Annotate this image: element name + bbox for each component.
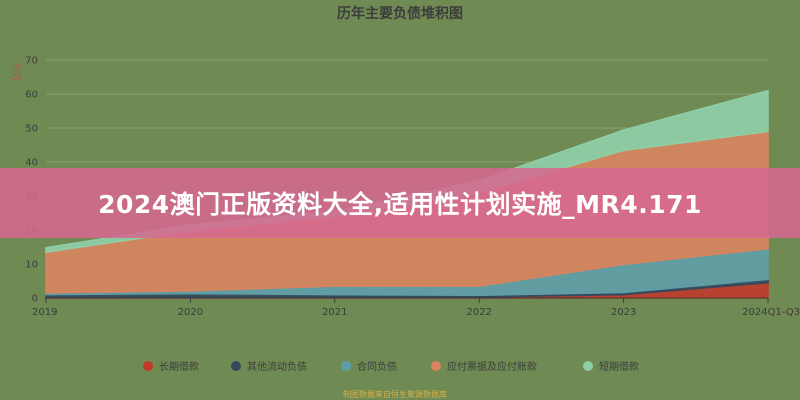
footer-note: 制图数据来自恒生聚源数据库 bbox=[343, 389, 447, 399]
y-tick-label: 50 bbox=[25, 124, 38, 135]
y-tick-label: 0 bbox=[32, 294, 38, 305]
y-tick-label: 70 bbox=[25, 56, 38, 67]
legend-item-1[interactable]: 其他流动负债 bbox=[231, 360, 307, 373]
y-tick-label: 40 bbox=[25, 158, 38, 169]
axes: 010203040506070201920202021202220232024Q… bbox=[25, 56, 800, 319]
y-tick-label: 10 bbox=[25, 260, 38, 271]
legend-label: 合同负债 bbox=[357, 360, 397, 373]
y-axis-unit-label: 亿元 bbox=[11, 63, 23, 81]
x-tick-label: 2020 bbox=[178, 307, 203, 318]
overlay-banner: 2024澳门正版资料大全,适用性计划实施_MR4.171 bbox=[0, 168, 800, 238]
legend-item-2[interactable]: 合同负债 bbox=[341, 360, 397, 373]
legend-marker bbox=[231, 361, 241, 371]
legend-label: 应付票据及应付账款 bbox=[447, 360, 537, 373]
legend-marker bbox=[583, 361, 593, 371]
legend-item-3[interactable]: 应付票据及应付账款 bbox=[431, 360, 537, 373]
legend-label: 其他流动负债 bbox=[247, 360, 307, 373]
legend-item-4[interactable]: 短期借款 bbox=[583, 360, 639, 373]
x-tick-label: 2024Q1-Q3 bbox=[742, 307, 800, 318]
legend-marker bbox=[143, 361, 153, 371]
x-tick-label: 2021 bbox=[322, 307, 347, 318]
x-tick-label: 2019 bbox=[32, 307, 57, 318]
x-tick-label: 2023 bbox=[611, 307, 636, 318]
legend-marker bbox=[341, 361, 351, 371]
legend-item-0[interactable]: 长期借款 bbox=[143, 360, 199, 373]
x-tick-label: 2022 bbox=[466, 307, 491, 318]
banner-text: 2024澳门正版资料大全,适用性计划实施_MR4.171 bbox=[98, 190, 702, 219]
chart-title: 历年主要负债堆积图 bbox=[337, 5, 463, 22]
y-tick-label: 60 bbox=[25, 90, 38, 101]
legend-label: 长期借款 bbox=[159, 360, 199, 373]
legend-marker bbox=[431, 361, 441, 371]
legend-label: 短期借款 bbox=[599, 360, 639, 373]
legend[interactable]: 长期借款 其他流动负债 合同负债 应付票据及应付账款 短期借款 bbox=[143, 360, 639, 373]
